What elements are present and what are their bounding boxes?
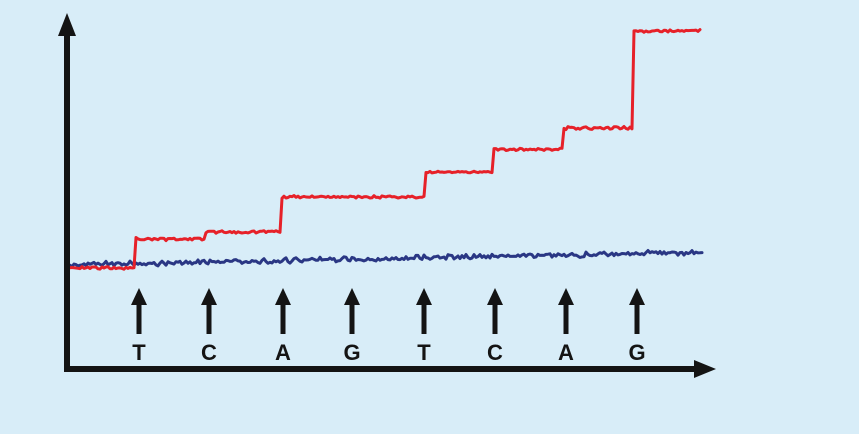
- base-label-G: G: [343, 340, 360, 365]
- y-axis-arrowhead-icon: [58, 13, 76, 36]
- base-label-A: A: [558, 340, 574, 365]
- base-label-T: T: [417, 340, 431, 365]
- base-label-T: T: [132, 340, 146, 365]
- up-arrow-head-icon: [558, 288, 574, 305]
- base-label-C: C: [487, 340, 503, 365]
- up-arrow-head-icon: [201, 288, 217, 305]
- x-axis-arrowhead-icon: [694, 360, 716, 378]
- dispensation-7-A: A: [558, 288, 574, 365]
- dispensation-5-T: T: [416, 288, 432, 365]
- baseline-trace: [68, 249, 704, 269]
- dispensation-8-G: G: [628, 288, 646, 365]
- dispensation-1-T: T: [131, 288, 147, 365]
- base-label-A: A: [275, 340, 291, 365]
- axes: [58, 13, 716, 378]
- up-arrow-head-icon: [487, 288, 503, 305]
- dispensation-2-C: C: [201, 288, 217, 365]
- up-arrow-head-icon: [275, 288, 291, 305]
- dispensation-3-A: A: [275, 288, 291, 365]
- up-arrow-head-icon: [131, 288, 147, 305]
- dispensation-6-C: C: [487, 288, 503, 365]
- base-label-C: C: [201, 340, 217, 365]
- cumulative-signal-trace: [68, 28, 702, 271]
- base-label-G: G: [628, 340, 645, 365]
- up-arrow-head-icon: [629, 288, 645, 305]
- dispensation-4-G: G: [343, 288, 361, 365]
- up-arrow-head-icon: [344, 288, 360, 305]
- up-arrow-head-icon: [416, 288, 432, 305]
